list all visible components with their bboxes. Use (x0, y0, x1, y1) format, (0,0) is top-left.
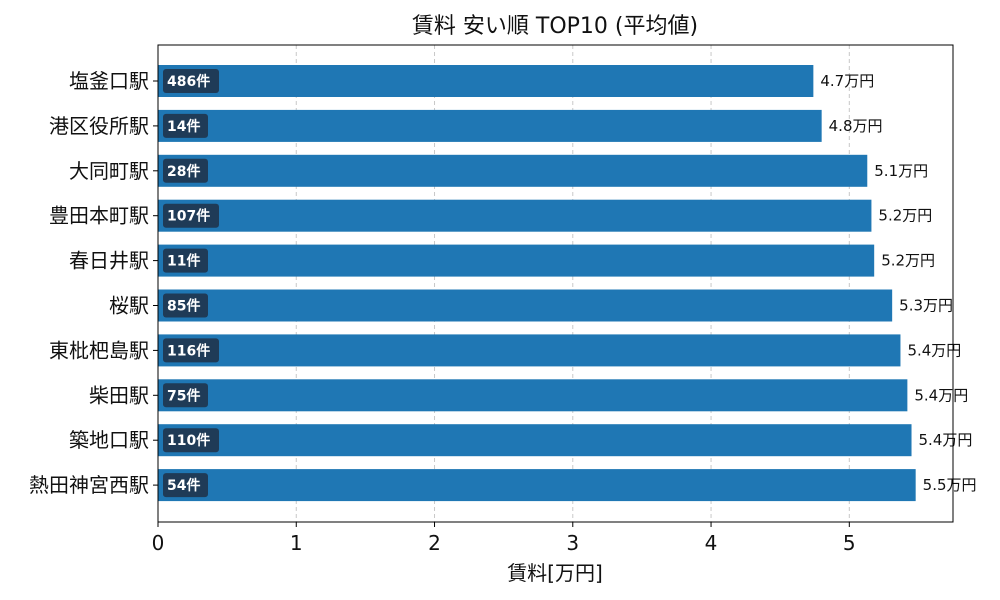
count-label: 116件 (167, 342, 210, 359)
count-label: 54件 (167, 477, 200, 494)
count-label: 110件 (167, 432, 210, 449)
count-badge (163, 203, 219, 228)
bar (158, 289, 893, 322)
bar (158, 469, 916, 502)
count-label: 28件 (167, 163, 200, 180)
category-label: 熱田神宮西駅 (29, 473, 149, 497)
chart-title: 賃料 安い順 TOP10 (平均値) (412, 14, 698, 39)
x-tick-label: 1 (290, 531, 303, 555)
count-badge (163, 69, 219, 93)
bar (158, 379, 908, 412)
value-label: 5.2万円 (878, 207, 932, 225)
count-label: 486件 (167, 73, 210, 90)
value-label: 5.5万円 (923, 476, 977, 494)
category-label: 塩釜口駅 (69, 69, 149, 93)
category-label: 桜駅 (109, 294, 149, 318)
count-badge (163, 293, 208, 318)
category-label: 築地口駅 (69, 428, 149, 452)
value-label: 4.8万円 (829, 117, 883, 135)
plot-frame (157, 44, 954, 523)
bar (158, 199, 872, 232)
bar (158, 424, 912, 457)
count-badge (163, 428, 219, 453)
axes: 0 1 2 3 4 5 (152, 44, 954, 555)
category-label: 港区役所駅 (49, 114, 149, 138)
bar (158, 334, 901, 367)
x-axis-label: 賃料[万円] (507, 561, 603, 585)
value-label: 5.1万円 (874, 162, 928, 180)
value-label: 5.3万円 (899, 297, 953, 315)
bar (158, 109, 822, 142)
value-label: 5.4万円 (907, 341, 961, 359)
count-badge (163, 248, 208, 273)
value-label: 4.7万円 (820, 72, 874, 90)
bars (158, 65, 916, 502)
labels: 486件 4.7万円 塩釜口駅 14件 4.8万円 港区役所駅 28件 5.1万円 大同町駅 10… (29, 69, 977, 497)
x-tick-label: 5 (843, 531, 856, 555)
count-label: 85件 (167, 298, 200, 315)
value-label: 5.2万円 (881, 252, 935, 270)
count-badge (163, 158, 208, 183)
count-badge (163, 338, 219, 363)
x-tick-label: 2 (428, 531, 441, 555)
category-label: 柴田駅 (89, 383, 149, 407)
bar (158, 65, 814, 97)
count-badge (163, 473, 208, 498)
category-label: 春日井駅 (69, 249, 149, 273)
bar (158, 244, 875, 277)
value-label: 5.4万円 (919, 431, 973, 449)
count-badge (163, 113, 208, 138)
value-label: 5.4万円 (914, 386, 968, 404)
x-tick-label: 4 (705, 531, 718, 555)
x-tick-label: 0 (152, 531, 165, 555)
count-label: 107件 (167, 208, 210, 225)
category-label: 豊田本町駅 (49, 204, 149, 228)
category-label: 東枇杷島駅 (49, 338, 149, 362)
count-label: 11件 (167, 253, 200, 270)
category-label: 大同町駅 (69, 159, 149, 183)
bar (158, 154, 868, 187)
count-badge (163, 383, 208, 408)
count-label: 14件 (167, 118, 200, 135)
x-tick-label: 3 (566, 531, 579, 555)
count-label: 75件 (167, 387, 200, 404)
